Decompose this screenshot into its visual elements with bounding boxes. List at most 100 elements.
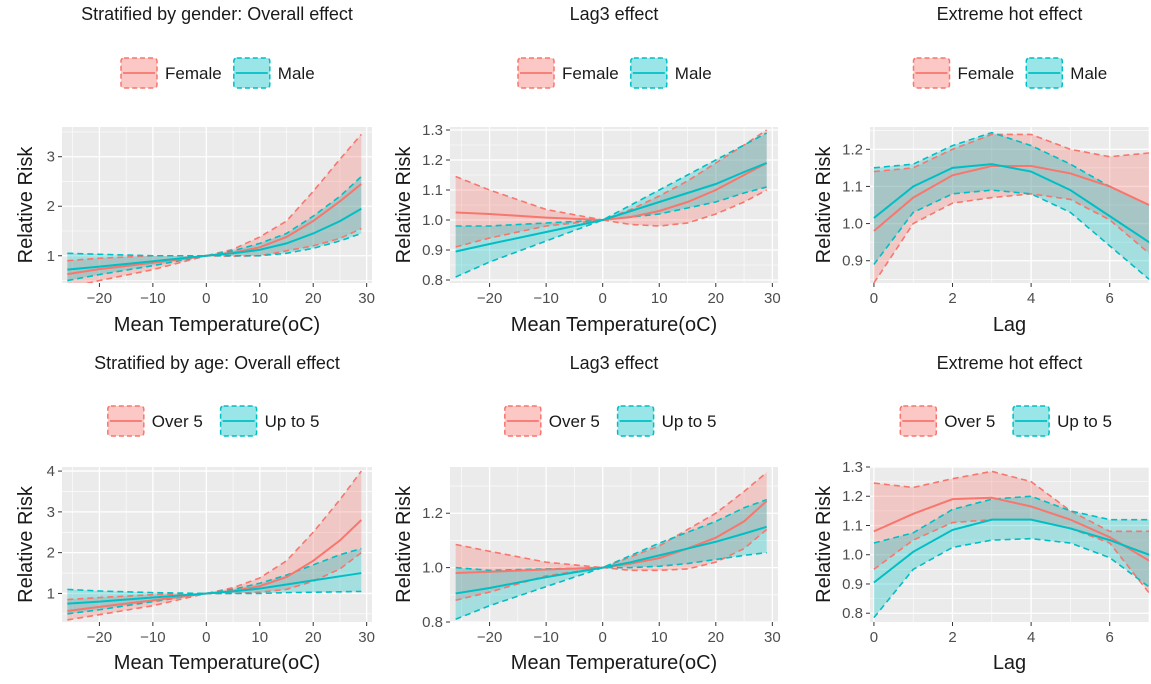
line-series-2 xyxy=(67,572,362,605)
legend-label-2: Up to 5 xyxy=(662,412,717,431)
y-tick-label: 1.2 xyxy=(422,152,443,169)
legend-label-1: Female xyxy=(958,64,1015,83)
x-tick-label: 30 xyxy=(358,290,375,307)
chart-title: Extreme hot effect xyxy=(937,4,1083,24)
legend-label-1: Over 5 xyxy=(549,412,600,431)
ci-upper-series-1 xyxy=(67,470,362,601)
x-tick-label: 0 xyxy=(599,290,607,307)
ci-upper-series-2 xyxy=(873,131,1149,206)
y-tick-label: 1 xyxy=(47,585,55,602)
line-series-2 xyxy=(67,207,362,271)
x-tick-label: 30 xyxy=(764,629,781,646)
ci-upper-series-1 xyxy=(455,471,768,569)
ci-band-series-1 xyxy=(67,471,362,620)
x-tick-label: 10 xyxy=(251,290,268,307)
ci-band-series-1 xyxy=(455,472,767,601)
x-tick-label: 20 xyxy=(305,290,322,307)
y-axis-title: Relative Risk xyxy=(393,146,415,264)
legend-label-2: Male xyxy=(278,64,315,83)
y-tick-label: 1.3 xyxy=(422,122,443,139)
y-tick-label: 0.8 xyxy=(422,272,443,289)
x-tick-label: −10 xyxy=(533,290,558,307)
legend: Female Male xyxy=(517,57,712,89)
y-tick-label: 1.2 xyxy=(842,488,863,505)
y-tick-label: 1.2 xyxy=(842,141,863,158)
x-tick-label: 20 xyxy=(707,290,724,307)
data-layer xyxy=(873,470,1149,619)
plot-background xyxy=(870,467,1149,622)
line-series-2 xyxy=(455,162,768,253)
y-tick-label: 3 xyxy=(47,504,55,521)
x-axis-title: Mean Temperature(oC) xyxy=(114,652,320,674)
ci-lower-series-2 xyxy=(455,551,767,621)
y-tick-label: 0.9 xyxy=(842,253,863,270)
y-tick-label: 1.3 xyxy=(842,459,863,476)
y-axis-title: Relative Risk xyxy=(15,146,37,264)
ci-band-series-2 xyxy=(455,133,767,277)
ci-upper-series-2 xyxy=(67,175,362,257)
chart-title: Stratified by age: Overall effect xyxy=(94,353,340,373)
legend-label-1: Female xyxy=(165,64,222,83)
plot-background xyxy=(450,467,778,622)
data-layer xyxy=(67,470,363,621)
y-tick-label: 2 xyxy=(47,545,55,562)
ci-upper-series-1 xyxy=(873,133,1149,173)
ci-upper-series-1 xyxy=(873,470,1149,533)
x-axis-title: Mean Temperature(oC) xyxy=(114,314,320,336)
grid-lines xyxy=(450,467,778,623)
y-tick-label: 2 xyxy=(47,198,55,215)
ci-lower-series-2 xyxy=(67,590,362,615)
chart-title: Lag3 effect xyxy=(570,353,659,373)
x-tick-label: 30 xyxy=(358,629,375,646)
x-tick-label: 2 xyxy=(948,629,956,646)
x-tick-label: 0 xyxy=(599,629,607,646)
y-tick-label: 1.1 xyxy=(842,517,863,534)
grid-lines xyxy=(62,127,372,283)
x-tick-label: 10 xyxy=(251,629,268,646)
axis-ticks: −20 −10 0 10 20 30 0.8 0.9 1.0 1.1 1.2 1.3 xyxy=(422,122,781,307)
legend-label-2: Up to 5 xyxy=(1057,412,1112,431)
grid-lines xyxy=(450,127,778,283)
data-layer xyxy=(67,133,362,283)
x-axis-title: Mean Temperature(oC) xyxy=(511,652,717,674)
x-tick-label: 0 xyxy=(870,290,878,307)
ci-lower-series-1 xyxy=(455,189,768,248)
data-layer xyxy=(455,471,768,621)
x-tick-label: −20 xyxy=(477,629,502,646)
ci-lower-series-2 xyxy=(67,232,362,282)
x-tick-label: 6 xyxy=(1106,629,1114,646)
x-tick-label: −20 xyxy=(477,290,502,307)
y-tick-label: 4 xyxy=(47,463,55,480)
y-tick-label: 1.0 xyxy=(842,216,863,233)
x-tick-label: 20 xyxy=(305,629,322,646)
x-tick-label: −10 xyxy=(140,290,165,307)
x-tick-label: −20 xyxy=(87,629,112,646)
line-series-1 xyxy=(873,165,1149,232)
legend-label-1: Over 5 xyxy=(944,412,995,431)
legend: Female Male xyxy=(912,57,1107,89)
legend-label-2: Male xyxy=(1070,64,1107,83)
ci-upper-series-2 xyxy=(873,495,1149,544)
axis-ticks: −20 −10 0 10 20 30 1 2 3 4 xyxy=(47,463,375,646)
ci-lower-series-2 xyxy=(455,186,767,278)
grid-lines xyxy=(870,127,1150,283)
ci-upper-series-2 xyxy=(67,547,362,595)
y-tick-label: 0.9 xyxy=(842,576,863,593)
y-tick-label: 1.2 xyxy=(422,505,443,522)
data-layer xyxy=(873,131,1149,283)
ci-upper-series-2 xyxy=(455,132,768,227)
x-tick-label: 20 xyxy=(707,629,724,646)
y-tick-label: 0.8 xyxy=(842,605,863,622)
ci-band-series-1 xyxy=(873,471,1149,593)
x-tick-label: −10 xyxy=(140,629,165,646)
y-tick-label: 1 xyxy=(47,248,55,265)
x-tick-label: 0 xyxy=(202,290,210,307)
chart-panel-5: Lag3 effect Over 5 Up to 5 −20 −10 0 10 20 30 0.8… xyxy=(393,353,781,674)
legend-label-1: Over 5 xyxy=(152,412,203,431)
y-tick-label: 0.9 xyxy=(422,242,443,259)
chart-panel-4: Stratified by age: Overall effect Over 5 U… xyxy=(15,353,375,674)
axis-ticks: −20 −10 0 10 20 30 0.8 1.0 1.2 xyxy=(422,505,781,646)
ci-lower-series-1 xyxy=(455,528,768,602)
axis-ticks: −20 −10 0 10 20 30 1 2 3 xyxy=(47,149,375,307)
chart-title: Stratified by gender: Overall effect xyxy=(81,4,353,24)
